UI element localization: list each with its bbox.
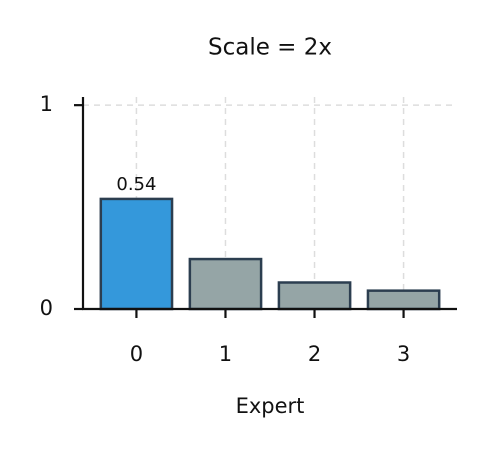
value-label: 0.54 <box>116 174 156 195</box>
chart-title: Scale = 2x <box>208 35 332 61</box>
x-tick-label: 0 <box>130 342 143 366</box>
x-tick-label: 3 <box>397 342 410 366</box>
x-axis-label: Expert <box>236 394 305 418</box>
x-tick-label: 2 <box>308 342 321 366</box>
y-tick-label: 1 <box>40 92 53 116</box>
y-tick-label: 0 <box>40 296 53 320</box>
bar <box>99 197 174 311</box>
bar <box>188 257 263 311</box>
bar <box>277 281 352 311</box>
bar <box>366 289 441 311</box>
x-tick-label: 1 <box>219 342 232 366</box>
